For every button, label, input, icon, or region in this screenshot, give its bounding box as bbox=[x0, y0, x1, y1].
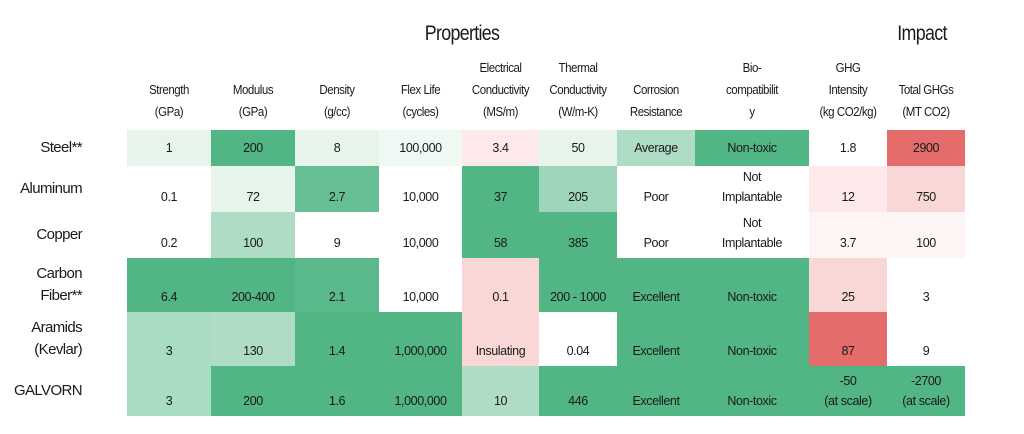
table-cell: 1.4 bbox=[295, 312, 379, 366]
table-cell: 1.6 bbox=[295, 366, 379, 416]
table-cell: 446 bbox=[539, 366, 617, 416]
table-cell: 130 bbox=[211, 312, 295, 366]
table-cell: 1,000,000 bbox=[379, 366, 462, 416]
table-cell: 37 bbox=[462, 166, 539, 212]
group-title-properties: Properties bbox=[424, 22, 500, 45]
table-cell: Not Implantable bbox=[695, 166, 809, 212]
column-header: Bio- compatibilit y bbox=[725, 61, 779, 119]
table-cell: 10,000 bbox=[379, 166, 462, 212]
table-cell: 205 bbox=[539, 166, 617, 212]
table-cell: 3 bbox=[127, 366, 211, 416]
table-cell: 100,000 bbox=[379, 130, 462, 166]
table-cell: Not Implantable bbox=[695, 212, 809, 258]
table-cell: 3.4 bbox=[462, 130, 539, 166]
table-cell: 385 bbox=[539, 212, 617, 258]
row-label: Copper bbox=[36, 226, 82, 243]
column-header: Modulus (GPa) bbox=[232, 83, 274, 119]
table-cell: Excellent bbox=[617, 258, 695, 312]
group-title-impact: Impact bbox=[897, 22, 947, 45]
table-cell: 3.7 bbox=[809, 212, 887, 258]
table-cell: 1,000,000 bbox=[379, 312, 462, 366]
table-cell: 2.7 bbox=[295, 166, 379, 212]
table-cell: 3 bbox=[127, 312, 211, 366]
table-cell: 100 bbox=[211, 212, 295, 258]
column-header: Strength (GPa) bbox=[149, 83, 189, 119]
table-cell: 1.8 bbox=[809, 130, 887, 166]
table-cell: -50 (at scale) bbox=[809, 366, 887, 416]
table-cell: 6.4 bbox=[127, 258, 211, 312]
table-cell: Insulating bbox=[462, 312, 539, 366]
table-cell: 1 bbox=[127, 130, 211, 166]
table-cell: 9 bbox=[295, 212, 379, 258]
table-cell: 3 bbox=[887, 258, 965, 312]
table-cell: Non-toxic bbox=[695, 366, 809, 416]
table-cell: 72 bbox=[211, 166, 295, 212]
row-label: Carbon Fiber** bbox=[36, 265, 82, 304]
column-header: Corrosion Resistance bbox=[629, 83, 683, 119]
table-cell: 200-400 bbox=[211, 258, 295, 312]
table-cell: 10,000 bbox=[379, 258, 462, 312]
table-cell: 10,000 bbox=[379, 212, 462, 258]
table-cell: 50 bbox=[539, 130, 617, 166]
table-cell: Non-toxic bbox=[695, 258, 809, 312]
column-header: Flex Life (cycles) bbox=[400, 83, 441, 119]
table-cell: Excellent bbox=[617, 312, 695, 366]
table-cell: Non-toxic bbox=[695, 130, 809, 166]
table-cell: Poor bbox=[617, 166, 695, 212]
table-cell: Excellent bbox=[617, 366, 695, 416]
table-cell: Non-toxic bbox=[695, 312, 809, 366]
table-cell: 58 bbox=[462, 212, 539, 258]
column-header: GHG Intensity (kg CO2/kg) bbox=[819, 61, 877, 119]
table-cell: 10 bbox=[462, 366, 539, 416]
table-cell: 25 bbox=[809, 258, 887, 312]
table-cell: 750 bbox=[887, 166, 965, 212]
table-cell: 100 bbox=[887, 212, 965, 258]
row-label: Aluminum bbox=[20, 180, 82, 197]
table-cell: 200 bbox=[211, 130, 295, 166]
table-cell: 0.1 bbox=[462, 258, 539, 312]
table-cell: 12 bbox=[809, 166, 887, 212]
table-cell: 2.1 bbox=[295, 258, 379, 312]
table-cell: 200 bbox=[211, 366, 295, 416]
column-header: Total GHGs (MT CO2) bbox=[898, 83, 954, 119]
table-cell: -2700 (at scale) bbox=[887, 366, 965, 416]
column-header: Thermal Conductivity (W/m-K) bbox=[549, 61, 607, 119]
row-label: Steel** bbox=[40, 139, 82, 156]
table-cell: Average bbox=[617, 130, 695, 166]
row-label: Aramids (Kevlar) bbox=[31, 319, 82, 358]
table-cell: 0.04 bbox=[539, 312, 617, 366]
table-cell: 2900 bbox=[887, 130, 965, 166]
table-cell: 200 - 1000 bbox=[539, 258, 617, 312]
row-label: GALVORN bbox=[13, 382, 83, 399]
column-header: Density (g/cc) bbox=[319, 83, 355, 119]
table-cell: 87 bbox=[809, 312, 887, 366]
table-cell: 0.1 bbox=[127, 166, 211, 212]
table-cell: 0.2 bbox=[127, 212, 211, 258]
table-cell: 8 bbox=[295, 130, 379, 166]
table-cell: Poor bbox=[617, 212, 695, 258]
column-header: Electrical Conductivity (MS/m) bbox=[471, 61, 530, 119]
table-cell: 9 bbox=[887, 312, 965, 366]
